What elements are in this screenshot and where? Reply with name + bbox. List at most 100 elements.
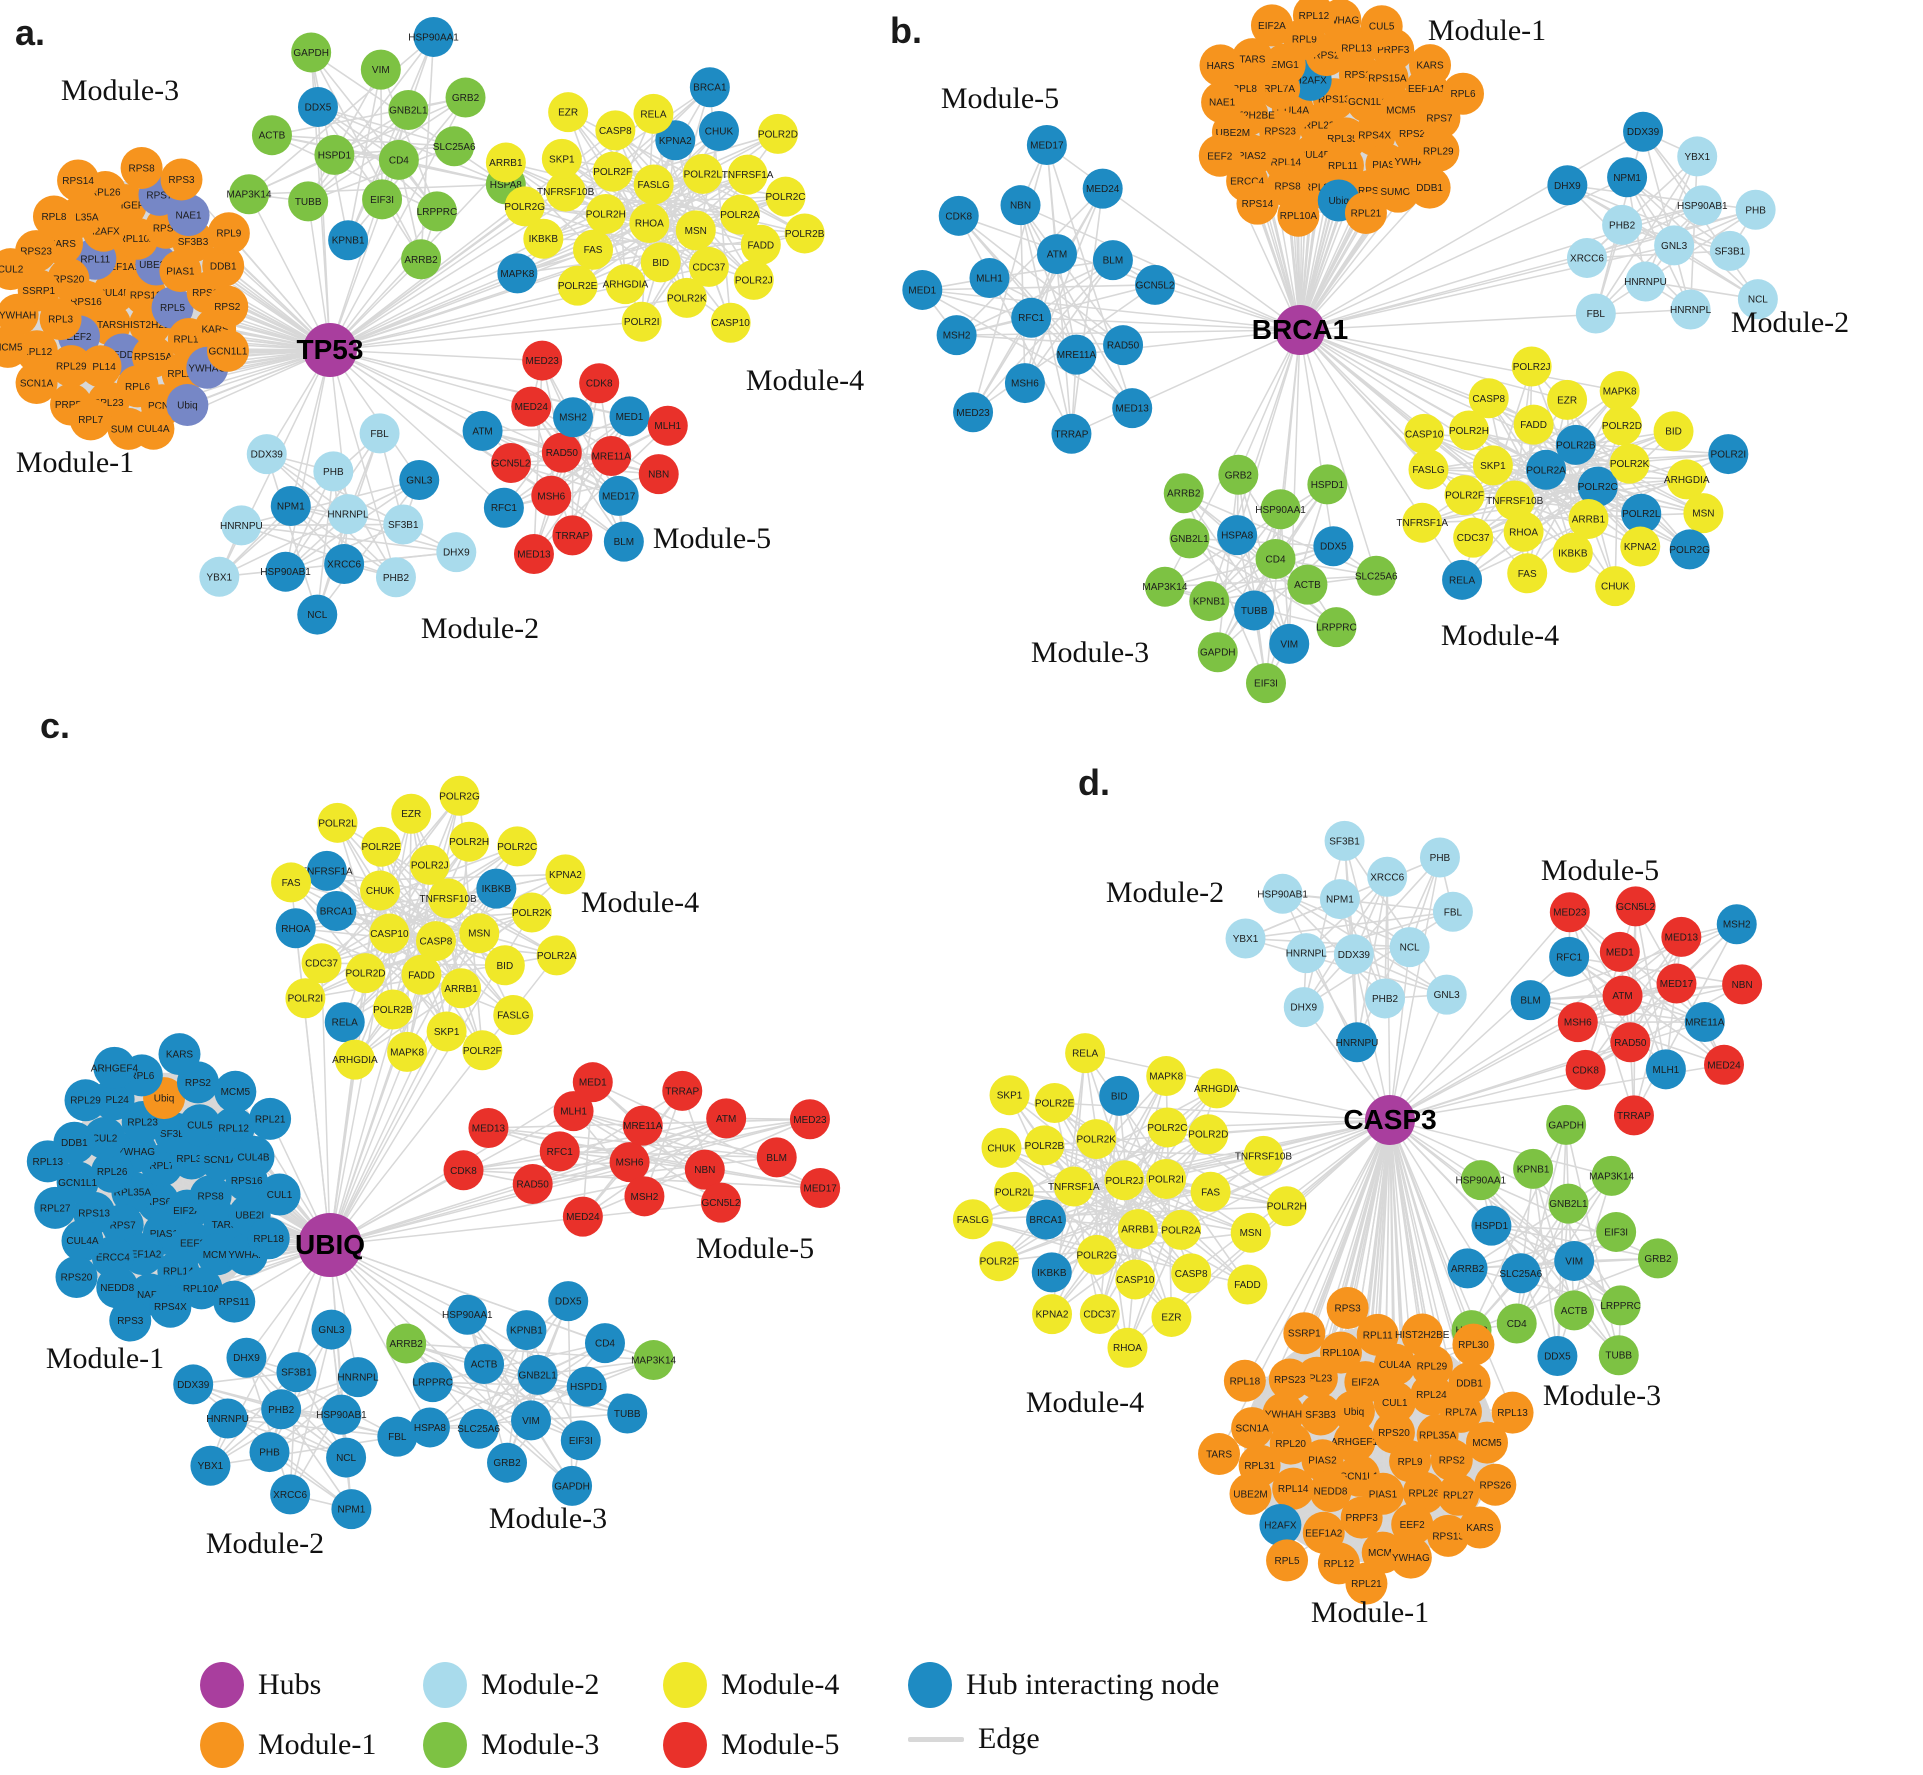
gene-node-MRE11A <box>591 435 632 476</box>
gene-label-PHB2: PHB2 <box>383 573 410 584</box>
gene-label-DDX5: DDX5 <box>555 1297 582 1308</box>
gene-label-POLR2I: POLR2I <box>288 994 324 1005</box>
gene-node-RPL12 <box>1292 0 1335 37</box>
gene-label-GCN5L2: GCN5L2 <box>702 1198 741 1209</box>
gene-label-BLM: BLM <box>614 537 635 548</box>
gene-node-PHB <box>313 451 354 492</box>
gene-label-CASP10: CASP10 <box>1405 429 1444 440</box>
edge <box>1515 1168 1534 1324</box>
gene-label-RPS15A: RPS15A <box>134 352 173 363</box>
gene-label-HNRNPU: HNRNPU <box>220 521 263 532</box>
gene-label-KPNA2: KPNA2 <box>549 870 582 881</box>
gene-label-RPL8: RPL8 <box>41 212 66 223</box>
gene-node-MLH1 <box>553 1091 594 1132</box>
gene-node-CD4 <box>1496 1303 1537 1344</box>
gene-node-NEDD8 <box>1309 1470 1352 1513</box>
gene-label-FADD: FADD <box>408 970 435 981</box>
hub-edge <box>1389 936 1682 1121</box>
gene-node-POLR2D <box>1188 1114 1229 1155</box>
gene-node-RFC1 <box>539 1131 580 1172</box>
gene-node-RPS8 <box>120 146 163 189</box>
gene-label-POLR2L: POLR2L <box>1622 509 1661 520</box>
gene-node-RPS20 <box>55 1255 98 1298</box>
gene-label-CUL1: CUL1 <box>267 1190 293 1201</box>
gene-node-CHUK <box>981 1127 1022 1168</box>
gene-label-PHB: PHB <box>323 467 344 478</box>
gene-label-H2AFX: H2AFX <box>88 226 121 237</box>
gene-label-SKP1: SKP1 <box>1480 461 1506 472</box>
edge <box>310 52 422 260</box>
gene-node-DDX39 <box>246 434 287 475</box>
gene-node-RPL10A <box>1277 194 1320 237</box>
gene-node-MED17 <box>598 475 639 516</box>
gene-node-YBX1 <box>190 1445 231 1486</box>
gene-node-DHX9 <box>1547 165 1588 206</box>
gene-label-FBL: FBL <box>370 429 389 440</box>
gene-node-MCM5 <box>0 325 29 368</box>
gene-node-NBN <box>1722 964 1763 1005</box>
gene-node-ARRB2 <box>1447 1248 1488 1289</box>
gene-label-TUBB: TUBB <box>295 197 322 208</box>
gene-label-NPM1: NPM1 <box>277 501 305 512</box>
gene-node-CHUK <box>360 870 401 911</box>
gene-label-RPL35A: RPL35A <box>61 213 99 224</box>
gene-node-NCL <box>1737 279 1778 320</box>
gene-node-SLC25A6 <box>1500 1253 1541 1294</box>
edge <box>1217 545 1334 653</box>
gene-label-CD4: CD4 <box>1507 1319 1527 1330</box>
gene-node-SF3B1 <box>1709 230 1750 271</box>
gene-node-RPL18 <box>247 1217 290 1260</box>
gene-node-RPL10A <box>1319 1331 1362 1374</box>
gene-label-CUL4B: CUL4B <box>237 1152 270 1163</box>
gene-label-KARS: KARS <box>1466 1523 1494 1534</box>
gene-label-ACTB: ACTB <box>1561 1306 1588 1317</box>
gene-label-SF3B1: SF3B1 <box>388 520 419 531</box>
gene-label-YBX1: YBX1 <box>198 1461 224 1472</box>
gene-node-DHX9 <box>226 1337 267 1378</box>
gene-label-NAE1: NAE1 <box>1209 98 1236 109</box>
gene-node-CUL1 <box>258 1173 301 1216</box>
gene-label-PIAS1: PIAS1 <box>1369 1489 1398 1500</box>
gene-node-MCM4 <box>196 1233 239 1276</box>
gene-node-GAPDH <box>1546 1104 1587 1145</box>
gene-label-POLR2K: POLR2K <box>512 908 552 919</box>
gene-label-SLC25A6: SLC25A6 <box>457 1424 500 1435</box>
gene-label-IKBKB: IKBKB <box>482 884 512 895</box>
gene-node-HSP90AB1 <box>1262 873 1303 914</box>
gene-label-POLR2G: POLR2G <box>1669 545 1710 556</box>
gene-node-CDC37 <box>301 943 342 984</box>
edge <box>290 505 397 578</box>
gene-label-POLR2F: POLR2F <box>593 167 632 178</box>
edge <box>289 1372 298 1495</box>
gene-label-NBN: NBN <box>648 470 669 481</box>
gene-label-GCN1L1: GCN1L1 <box>1348 97 1387 108</box>
gene-label-RFC1: RFC1 <box>491 503 518 514</box>
gene-label-POLR2G: POLR2G <box>504 202 545 213</box>
gene-label-HSP90AB1: HSP90AB1 <box>1677 201 1728 212</box>
gene-node-SF3B1 <box>383 504 424 545</box>
gene-node-GNB2L1 <box>1548 1183 1589 1224</box>
edge <box>1567 184 1731 252</box>
edge <box>1343 840 1386 999</box>
gene-node-MSH2 <box>1716 904 1757 945</box>
gene-node-POLR2F <box>1444 475 1485 516</box>
edge <box>1302 840 1346 1008</box>
gene-node-VIM <box>1554 1241 1595 1282</box>
gene-label-BID: BID <box>497 961 514 972</box>
gene-node-YBX1 <box>1225 918 1266 959</box>
gene-label-CD4: CD4 <box>595 1339 615 1350</box>
gene-label-POLR2J: POLR2J <box>1105 1176 1143 1187</box>
gene-node-HSP90AA1 <box>447 1294 488 1335</box>
panel-letter-d: d. <box>1078 762 1110 803</box>
gene-node-GCN5L2 <box>700 1182 741 1223</box>
gene-label-PHB: PHB <box>1430 853 1451 864</box>
edge <box>1689 156 1699 310</box>
gene-node-NEDD8 <box>96 1266 139 1309</box>
gene-label-TNFRSF1A: TNFRSF1A <box>1048 1182 1100 1193</box>
gene-label-ATM: ATM <box>1047 250 1067 261</box>
gene-node-VIM <box>511 1400 552 1441</box>
gene-node-CUL5 <box>178 1104 221 1147</box>
gene-label-MCM5: MCM5 <box>221 1087 251 1098</box>
gene-node-RPL30 <box>1452 1323 1495 1366</box>
hub-edge <box>1236 329 1301 536</box>
